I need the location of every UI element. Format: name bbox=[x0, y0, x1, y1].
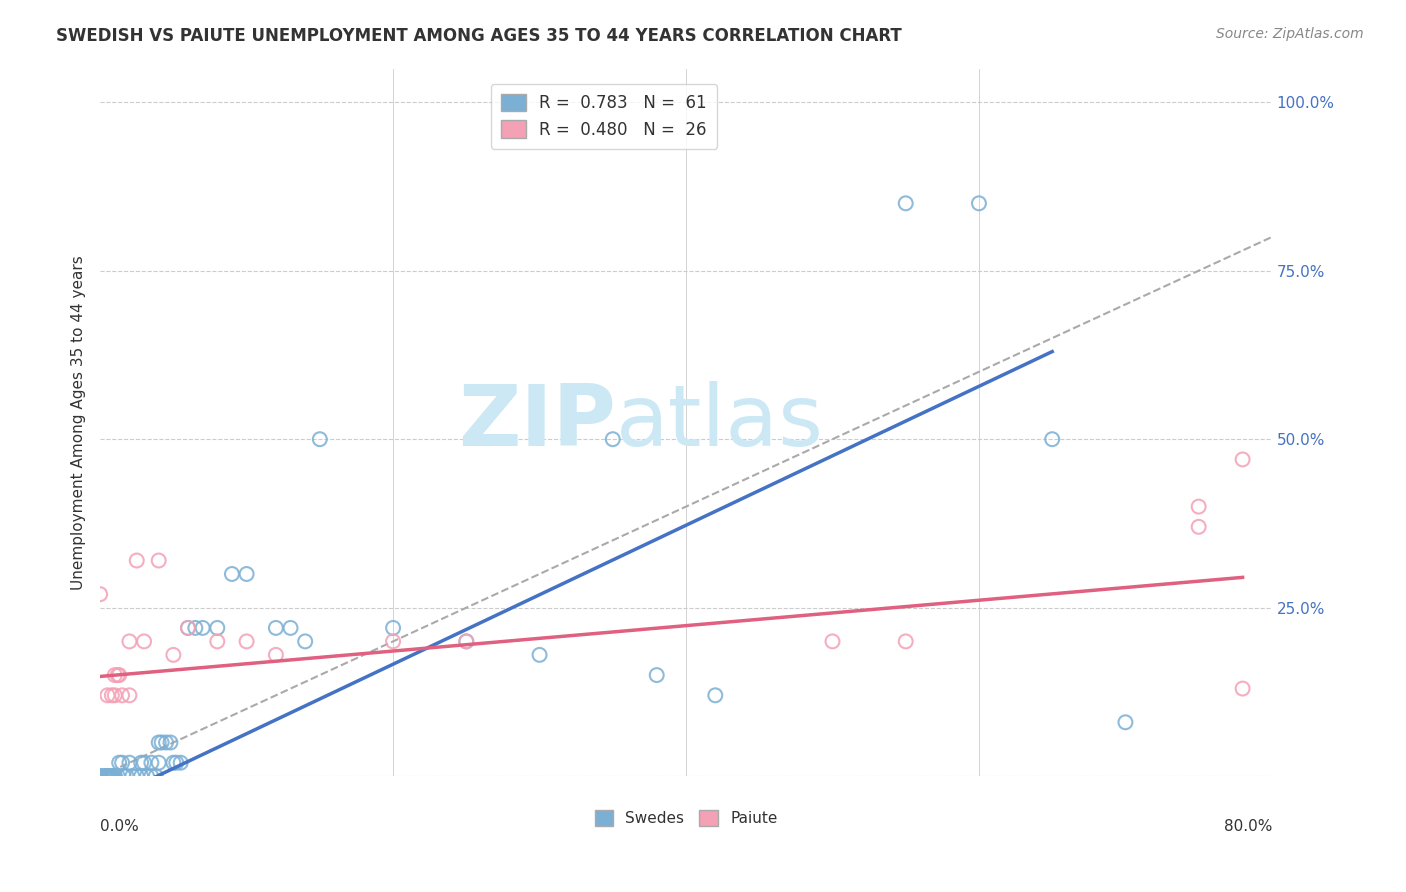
Point bbox=[132, 756, 155, 770]
Point bbox=[150, 735, 173, 749]
Legend: Swedes, Paiute: Swedes, Paiute bbox=[589, 804, 783, 832]
Point bbox=[235, 566, 257, 581]
Point bbox=[104, 688, 127, 702]
Point bbox=[132, 634, 155, 648]
Point bbox=[456, 634, 478, 648]
Point bbox=[1188, 520, 1211, 534]
Point bbox=[93, 769, 115, 783]
Point bbox=[96, 769, 118, 783]
Point bbox=[94, 769, 117, 783]
Point bbox=[108, 756, 131, 770]
Point bbox=[108, 668, 131, 682]
Point bbox=[103, 769, 125, 783]
Point bbox=[89, 769, 111, 783]
Y-axis label: Unemployment Among Ages 35 to 44 years: Unemployment Among Ages 35 to 44 years bbox=[72, 255, 86, 590]
Point bbox=[107, 668, 129, 682]
Point bbox=[602, 432, 624, 446]
Point bbox=[94, 769, 117, 783]
Point bbox=[221, 566, 243, 581]
Point bbox=[162, 756, 184, 770]
Point bbox=[145, 769, 167, 783]
Point bbox=[115, 769, 138, 783]
Point bbox=[235, 634, 257, 648]
Point bbox=[89, 769, 111, 783]
Point bbox=[170, 756, 193, 770]
Text: SWEDISH VS PAIUTE UNEMPLOYMENT AMONG AGES 35 TO 44 YEARS CORRELATION CHART: SWEDISH VS PAIUTE UNEMPLOYMENT AMONG AGE… bbox=[56, 27, 903, 45]
Text: 80.0%: 80.0% bbox=[1223, 819, 1272, 834]
Point bbox=[280, 621, 302, 635]
Point bbox=[101, 769, 124, 783]
Point bbox=[148, 553, 170, 567]
Point bbox=[382, 634, 405, 648]
Point bbox=[159, 735, 181, 749]
Point bbox=[141, 756, 163, 770]
Point bbox=[1188, 500, 1211, 514]
Text: ZIP: ZIP bbox=[458, 381, 616, 464]
Point bbox=[141, 769, 163, 783]
Point bbox=[821, 634, 844, 648]
Point bbox=[529, 648, 551, 662]
Point bbox=[1232, 452, 1254, 467]
Point bbox=[111, 756, 134, 770]
Point bbox=[1040, 432, 1063, 446]
Point bbox=[165, 756, 187, 770]
Point bbox=[264, 621, 287, 635]
Point bbox=[101, 688, 124, 702]
Point bbox=[155, 735, 177, 749]
Point bbox=[125, 769, 148, 783]
Text: atlas: atlas bbox=[616, 381, 824, 464]
Point bbox=[894, 634, 917, 648]
Point bbox=[118, 688, 141, 702]
Point bbox=[100, 769, 122, 783]
Point bbox=[129, 769, 152, 783]
Point bbox=[207, 621, 229, 635]
Point bbox=[96, 769, 118, 783]
Point bbox=[207, 634, 229, 648]
Point bbox=[125, 553, 148, 567]
Point bbox=[456, 634, 478, 648]
Point bbox=[91, 769, 114, 783]
Point bbox=[382, 621, 405, 635]
Point bbox=[148, 735, 170, 749]
Point bbox=[177, 621, 200, 635]
Point bbox=[184, 621, 207, 635]
Point bbox=[162, 648, 184, 662]
Text: Source: ZipAtlas.com: Source: ZipAtlas.com bbox=[1216, 27, 1364, 41]
Point bbox=[104, 769, 127, 783]
Point bbox=[97, 769, 120, 783]
Point bbox=[894, 196, 917, 211]
Point bbox=[111, 688, 134, 702]
Point bbox=[107, 769, 129, 783]
Point bbox=[264, 648, 287, 662]
Point bbox=[148, 756, 170, 770]
Point bbox=[1114, 715, 1136, 730]
Point bbox=[101, 769, 124, 783]
Point bbox=[177, 621, 200, 635]
Point bbox=[103, 769, 125, 783]
Point bbox=[294, 634, 316, 648]
Point bbox=[104, 668, 127, 682]
Point bbox=[100, 769, 122, 783]
Point bbox=[645, 668, 668, 682]
Point bbox=[967, 196, 990, 211]
Point bbox=[129, 756, 152, 770]
Point bbox=[121, 769, 143, 783]
Point bbox=[112, 769, 135, 783]
Point bbox=[308, 432, 330, 446]
Point bbox=[1232, 681, 1254, 696]
Point bbox=[118, 634, 141, 648]
Text: 0.0%: 0.0% bbox=[100, 819, 139, 834]
Point bbox=[136, 769, 159, 783]
Point bbox=[191, 621, 214, 635]
Point bbox=[118, 756, 141, 770]
Point bbox=[704, 688, 727, 702]
Point bbox=[89, 587, 111, 601]
Point bbox=[97, 769, 120, 783]
Point bbox=[104, 769, 127, 783]
Point bbox=[96, 688, 118, 702]
